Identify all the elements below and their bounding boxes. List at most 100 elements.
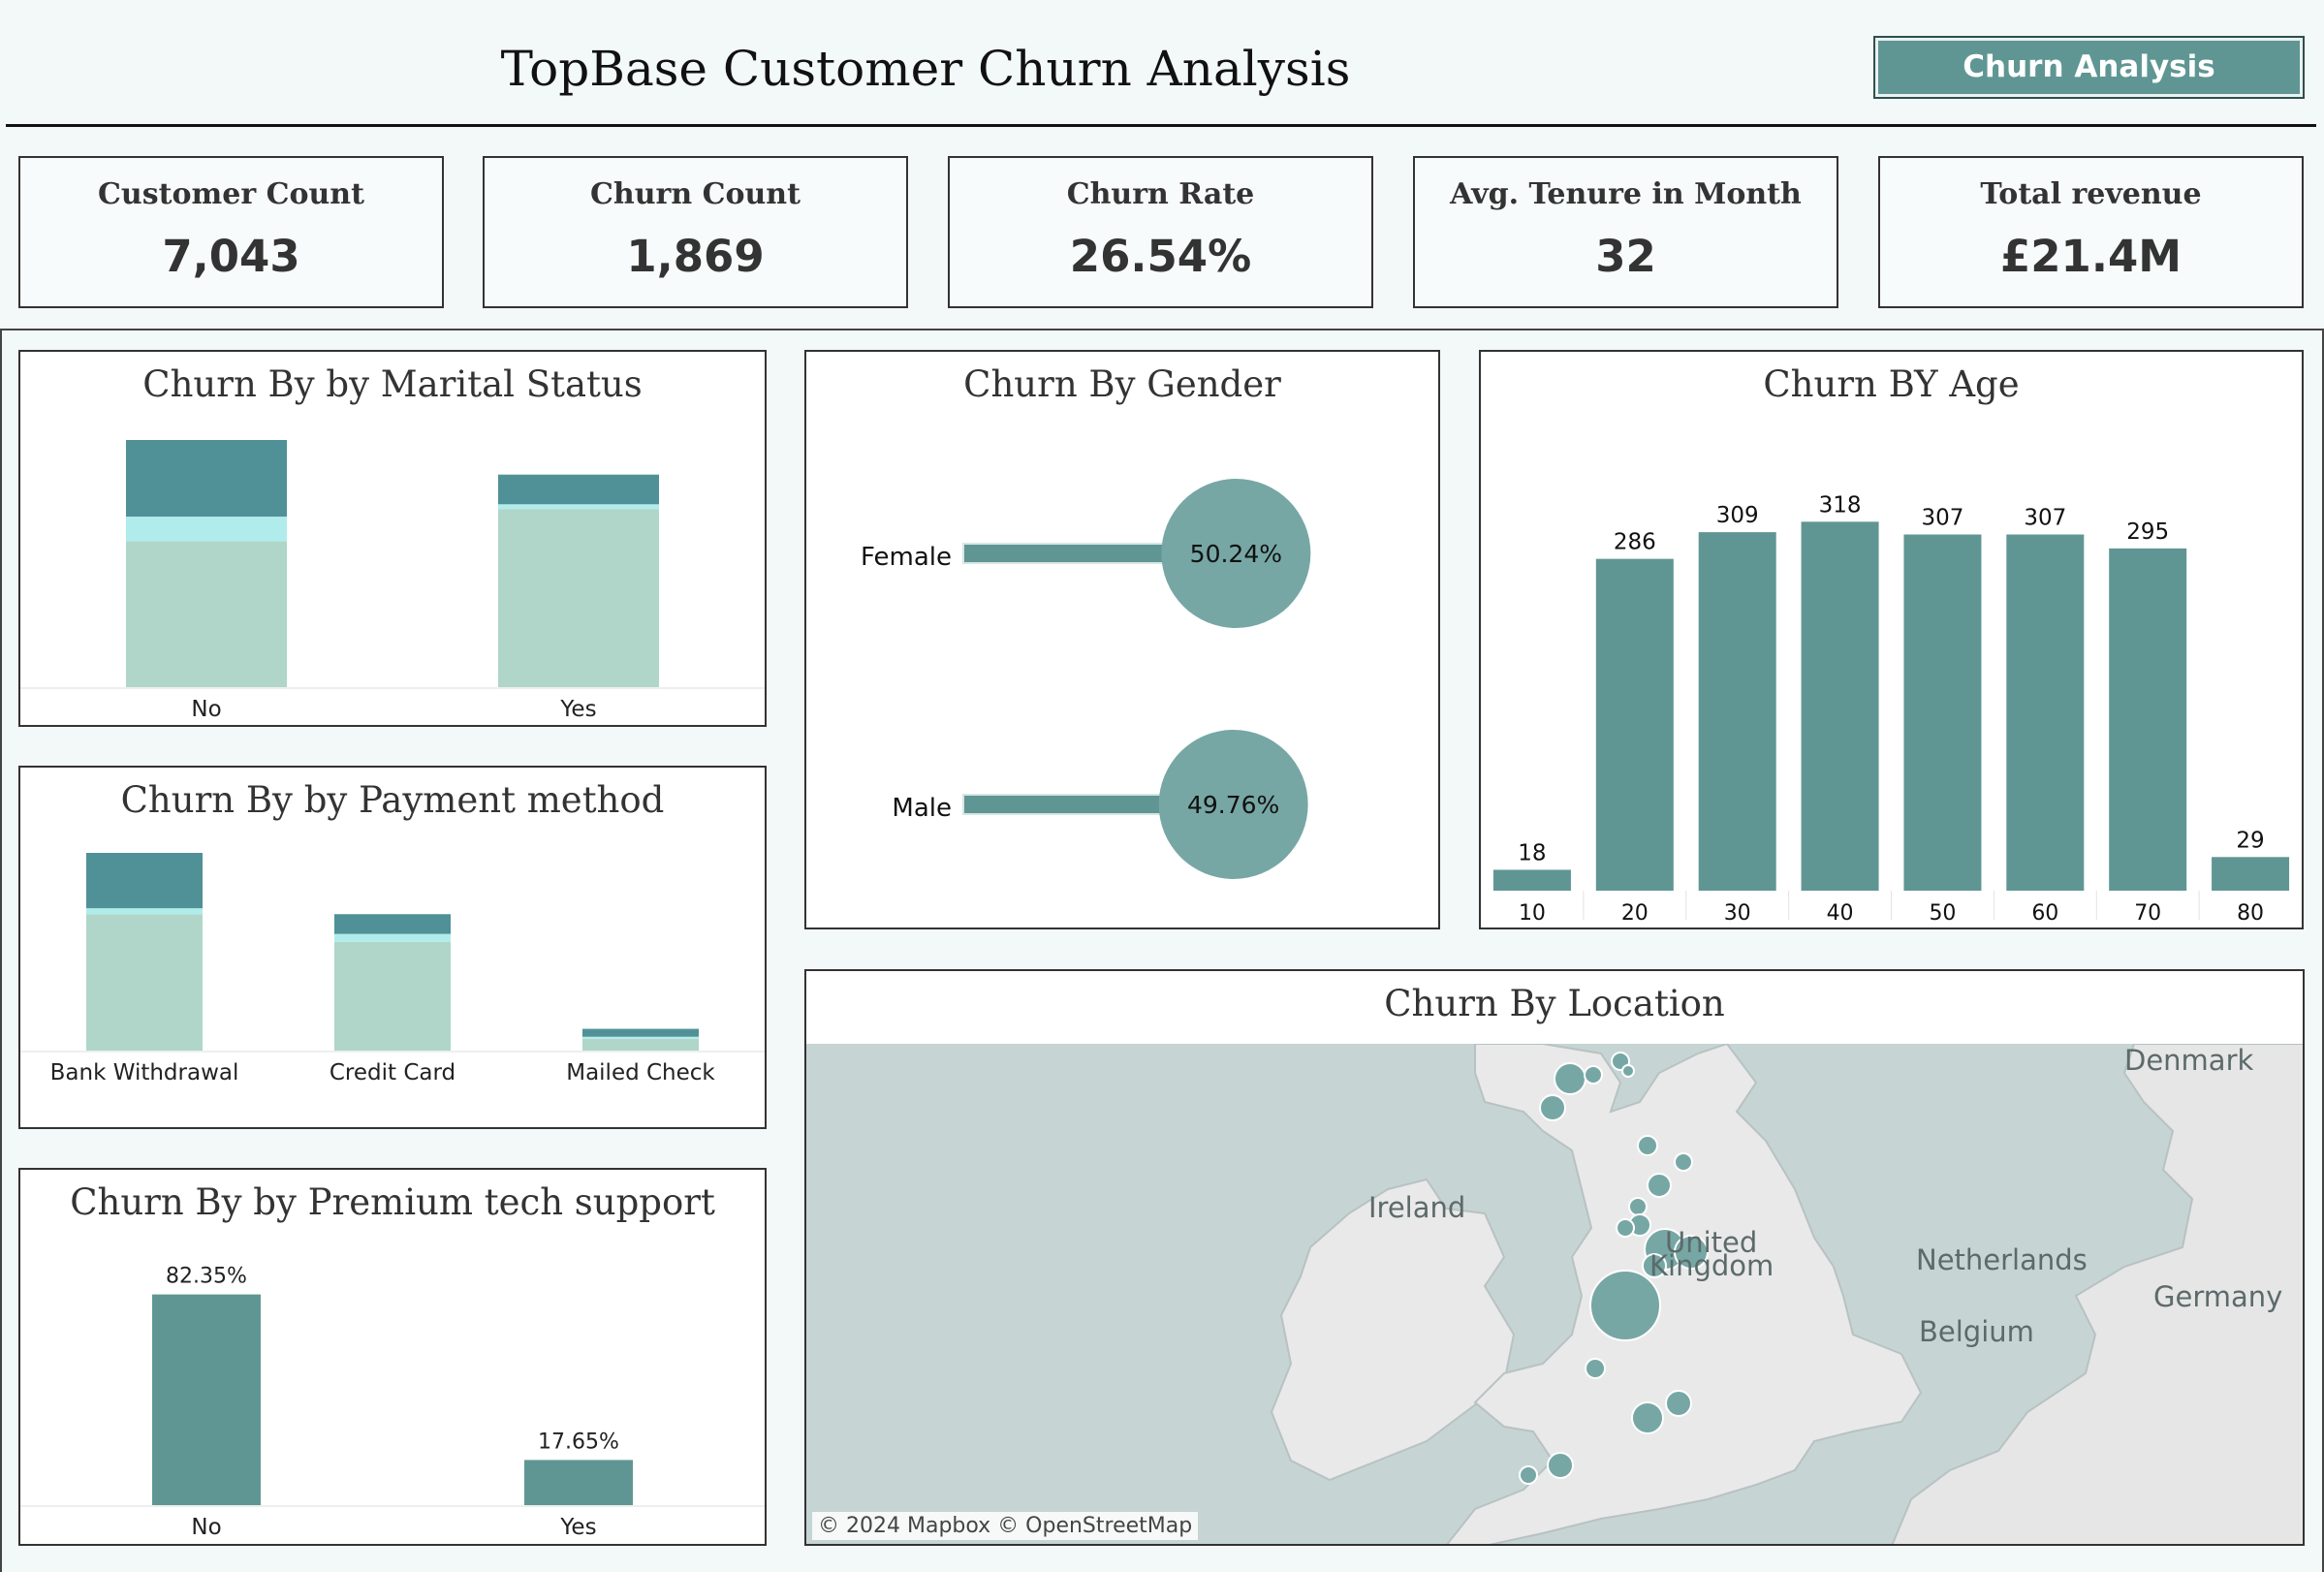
location-bubble (1547, 1452, 1574, 1479)
churn-map[interactable]: Denmark Ireland United Kingdom Netherlan… (806, 1044, 2303, 1544)
data-label: 50.24% (1190, 540, 1282, 568)
bar (1698, 532, 1776, 891)
kpi-customer-count: Customer Count 7,043 (18, 156, 444, 308)
map-land (1270, 1044, 2303, 1544)
tech-support-chart: 82.35% No 17.65% Yes (20, 1265, 765, 1540)
location-bubble (1674, 1235, 1709, 1270)
kpi-label: Churn Count (590, 177, 801, 211)
bar (1903, 534, 1982, 891)
data-label: 318 (1819, 492, 1862, 518)
bar-segment (86, 853, 203, 909)
continent-landmass (1891, 1044, 2303, 1544)
bar-segment (126, 440, 287, 518)
data-label: 295 (2126, 519, 2169, 545)
location-bubble (1631, 1401, 1664, 1434)
marital-status-chart: No Yes (20, 440, 765, 722)
lollipop-head (1158, 730, 1308, 879)
x-tick-label: No (191, 1515, 221, 1540)
chart-title: Churn By Gender (963, 363, 1281, 405)
map-label-kingdom: Kingdom (1649, 1249, 1774, 1282)
chart-title: Churn By by Payment method (120, 779, 665, 821)
bar-segment (334, 914, 451, 934)
location-bubble (1642, 1253, 1667, 1278)
kpi-label: Customer Count (98, 177, 364, 211)
map-label-germany: Germany (2153, 1280, 2283, 1313)
map-attribution[interactable]: © 2024 Mapbox © OpenStreetMap (812, 1512, 1199, 1540)
x-tick-label: 50 (1929, 901, 1956, 926)
kpi-churn-count: Churn Count 1,869 (483, 156, 908, 308)
x-tick-label: Yes (559, 1515, 596, 1540)
chart-title: Churn By by Premium tech support (70, 1181, 715, 1223)
x-tick-label: 20 (1621, 901, 1649, 926)
payment-method-chart: Bank Withdrawal Credit Card Mailed Check (20, 853, 765, 1085)
x-tick-label: 80 (2237, 901, 2264, 926)
kpi-label: Avg. Tenure in Month (1450, 177, 1802, 211)
kpi-avg-tenure: Avg. Tenure in Month 32 (1413, 156, 1838, 308)
kpi-label: Churn Rate (1066, 177, 1255, 211)
x-tick-label: Credit Card (330, 1060, 455, 1085)
header-divider (6, 124, 2316, 127)
bar-segment (582, 1036, 699, 1039)
bar-segment (498, 504, 659, 510)
location-bubble (1616, 1218, 1635, 1238)
location-bubble (1519, 1465, 1538, 1485)
bar-segment (86, 908, 203, 915)
tech-support-panel: Churn By by Premium tech support 82.35% N… (18, 1168, 767, 1546)
data-label: 309 (1716, 503, 1759, 528)
bar-segment (582, 1028, 699, 1037)
x-tick-label: Mailed Check (566, 1060, 715, 1085)
location-bubble (1589, 1270, 1661, 1341)
age-chart: 18 10 286 20 309 30 318 40 307 50 307 60 295 70 29 80 (1492, 492, 2290, 926)
y-tick-label: Male (892, 794, 952, 823)
x-tick-label: 70 (2134, 901, 2161, 926)
kpi-churn-rate: Churn Rate 26.54% (948, 156, 1373, 308)
data-label: 49.76% (1187, 791, 1279, 819)
kpi-value: £21.4M (1999, 231, 2183, 282)
chart-title: Churn BY Age (1763, 363, 2020, 405)
bar-segment (126, 541, 287, 687)
bar-segment (498, 509, 659, 687)
lollipop-head (1161, 479, 1311, 628)
data-label: 286 (1614, 530, 1656, 555)
location-bubble (1637, 1135, 1658, 1156)
map-label-denmark: Denmark (2124, 1044, 2254, 1077)
location-bubble (1621, 1064, 1635, 1078)
map-label-united: United (1665, 1226, 1758, 1259)
data-label: 18 (1518, 840, 1546, 865)
dashboard-frame (0, 329, 2324, 1572)
data-label: 29 (2236, 828, 2264, 853)
age-panel: Churn BY Age 18 10 286 20 309 30 318 40 307 50 307… (1479, 350, 2304, 929)
bar-segment (498, 474, 659, 505)
kpi-value: 7,043 (162, 231, 300, 282)
data-label: 307 (1921, 506, 1963, 531)
bar-segment (126, 517, 287, 542)
gender-panel: Churn By Gender 50.24% Female 49.76% Male (804, 350, 1440, 929)
location-bubble (1665, 1390, 1692, 1417)
x-tick-label: Bank Withdrawal (50, 1060, 239, 1085)
marital-status-panel: Churn By by Marital Status No Yes (18, 350, 767, 727)
map-label-belgium: Belgium (1919, 1315, 2034, 1348)
location-bubble (1585, 1358, 1606, 1379)
churn-analysis-button[interactable]: Churn Analysis (1873, 36, 2305, 99)
bar-segment (334, 941, 451, 1051)
location-bubble (1674, 1152, 1693, 1172)
location-bubble (1647, 1173, 1672, 1198)
kpi-total-revenue: Total revenue £21.4M (1878, 156, 2304, 308)
kpi-value: 32 (1595, 231, 1656, 282)
data-label: 82.35% (166, 1265, 247, 1289)
kpi-value: 1,869 (626, 231, 765, 282)
ireland-landmass (1270, 1178, 1516, 1482)
map-label-netherlands: Netherlands (1916, 1243, 2088, 1276)
bar (1492, 869, 1571, 891)
x-tick-label: Yes (559, 697, 596, 722)
chart-title: Churn By by Marital Status (142, 363, 643, 405)
location-bubble (1554, 1062, 1586, 1095)
data-label: 307 (2024, 506, 2066, 531)
bar-segment (86, 914, 203, 1051)
bar-segment (334, 933, 451, 942)
location-bubble (1584, 1065, 1603, 1085)
bar-segment (582, 1038, 699, 1051)
x-tick-label: 40 (1827, 901, 1854, 926)
bar (524, 1460, 633, 1505)
gender-chart: 50.24% Female 49.76% Male (861, 479, 1311, 879)
